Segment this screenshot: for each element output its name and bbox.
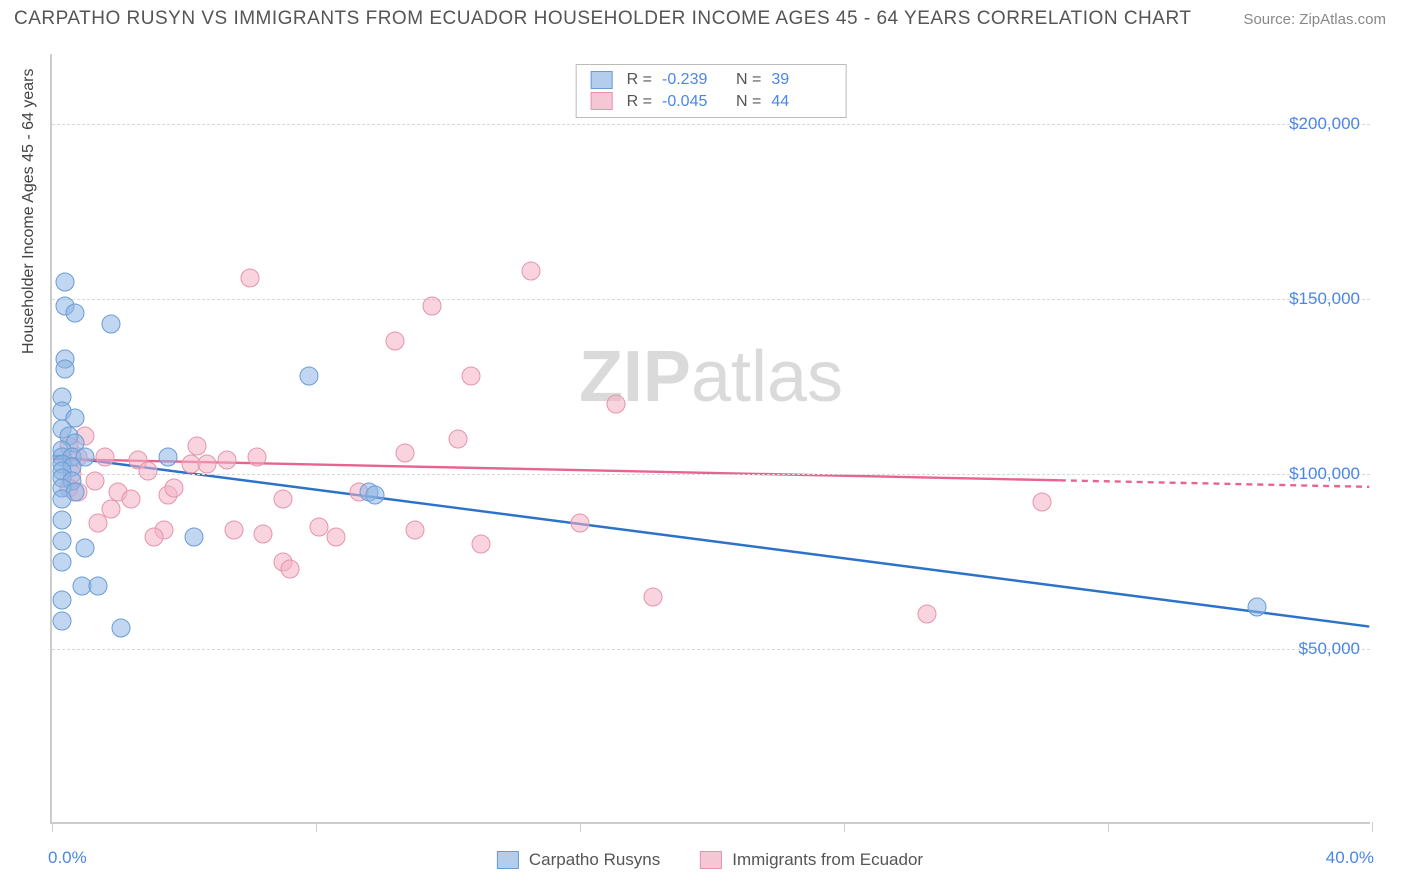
x-tick-label-right: 40.0%	[1326, 848, 1374, 868]
x-tick	[1372, 822, 1373, 832]
pink-point	[95, 447, 114, 466]
pink-point	[607, 395, 626, 414]
pink-point	[472, 535, 491, 554]
x-tick-label-left: 0.0%	[48, 848, 87, 868]
blue-point	[366, 486, 385, 505]
regression-lines	[52, 54, 1370, 822]
x-tick	[316, 822, 317, 832]
x-tick	[52, 822, 53, 832]
blue-point	[300, 367, 319, 386]
gridline	[52, 649, 1370, 650]
pink-point	[406, 521, 425, 540]
y-tick-label: $200,000	[1289, 114, 1360, 134]
blue-point	[52, 531, 71, 550]
gridline	[52, 299, 1370, 300]
pink-point	[521, 262, 540, 281]
pink-point	[571, 514, 590, 533]
blue-point	[56, 272, 75, 291]
legend-item-blue: Carpatho Rusyns	[497, 850, 660, 870]
y-axis-label: Householder Income Ages 45 - 64 years	[20, 69, 38, 355]
blue-point	[184, 528, 203, 547]
blue-point	[66, 304, 85, 323]
blue-point	[52, 591, 71, 610]
pink-point	[1033, 493, 1052, 512]
chart-source: Source: ZipAtlas.com	[1243, 11, 1386, 28]
stats-row-pink: R = -0.045 N = 44	[591, 91, 832, 113]
pink-point	[224, 521, 243, 540]
pink-swatch-icon	[591, 92, 613, 110]
pink-point	[274, 489, 293, 508]
pink-point	[917, 605, 936, 624]
pink-point	[396, 444, 415, 463]
pink-point	[198, 454, 217, 473]
blue-point	[76, 538, 95, 557]
n-value-blue: 39	[771, 69, 831, 91]
y-tick-label: $50,000	[1299, 639, 1360, 659]
legend-item-pink: Immigrants from Ecuador	[700, 850, 923, 870]
pink-point	[85, 472, 104, 491]
y-tick-label: $150,000	[1289, 289, 1360, 309]
pink-point	[188, 437, 207, 456]
blue-point	[102, 314, 121, 333]
x-tick	[1108, 822, 1109, 832]
stats-box: R = -0.239 N = 39 R = -0.045 N = 44	[576, 64, 847, 118]
legend: Carpatho Rusyns Immigrants from Ecuador	[497, 850, 923, 870]
pink-point	[122, 489, 141, 508]
stats-row-blue: R = -0.239 N = 39	[591, 69, 832, 91]
gridline	[52, 124, 1370, 125]
blue-point	[52, 552, 71, 571]
n-value-pink: 44	[771, 91, 831, 113]
blue-point	[112, 619, 131, 638]
blue-point	[158, 447, 177, 466]
pink-point	[145, 528, 164, 547]
pink-point	[138, 461, 157, 480]
pink-point	[462, 367, 481, 386]
x-tick	[580, 822, 581, 832]
r-value-pink: -0.045	[662, 91, 722, 113]
pink-point	[422, 297, 441, 316]
pink-point	[217, 451, 236, 470]
blue-point	[56, 360, 75, 379]
pink-point	[326, 528, 345, 547]
pink-swatch-icon	[700, 851, 722, 869]
blue-point	[52, 510, 71, 529]
chart: Householder Income Ages 45 - 64 years ZI…	[50, 54, 1370, 824]
blue-swatch-icon	[591, 71, 613, 89]
x-tick	[844, 822, 845, 832]
blue-point	[1247, 598, 1266, 617]
gridline	[52, 474, 1370, 475]
chart-title: CARPATHO RUSYN VS IMMIGRANTS FROM ECUADO…	[14, 8, 1191, 30]
pink-point	[448, 430, 467, 449]
legend-label: Immigrants from Ecuador	[732, 850, 923, 870]
pink-point	[247, 447, 266, 466]
plot-area: ZIPatlas R = -0.239 N = 39 R = -0.045 N …	[50, 54, 1370, 824]
r-value-blue: -0.239	[662, 69, 722, 91]
pink-point	[386, 332, 405, 351]
pink-point	[280, 559, 299, 578]
pink-point	[241, 269, 260, 288]
legend-label: Carpatho Rusyns	[529, 850, 660, 870]
pink-point	[254, 524, 273, 543]
blue-point	[52, 489, 71, 508]
blue-point	[89, 577, 108, 596]
pink-point	[643, 587, 662, 606]
y-tick-label: $100,000	[1289, 464, 1360, 484]
blue-point	[52, 612, 71, 631]
blue-swatch-icon	[497, 851, 519, 869]
pink-point	[165, 479, 184, 498]
pink-point	[89, 514, 108, 533]
